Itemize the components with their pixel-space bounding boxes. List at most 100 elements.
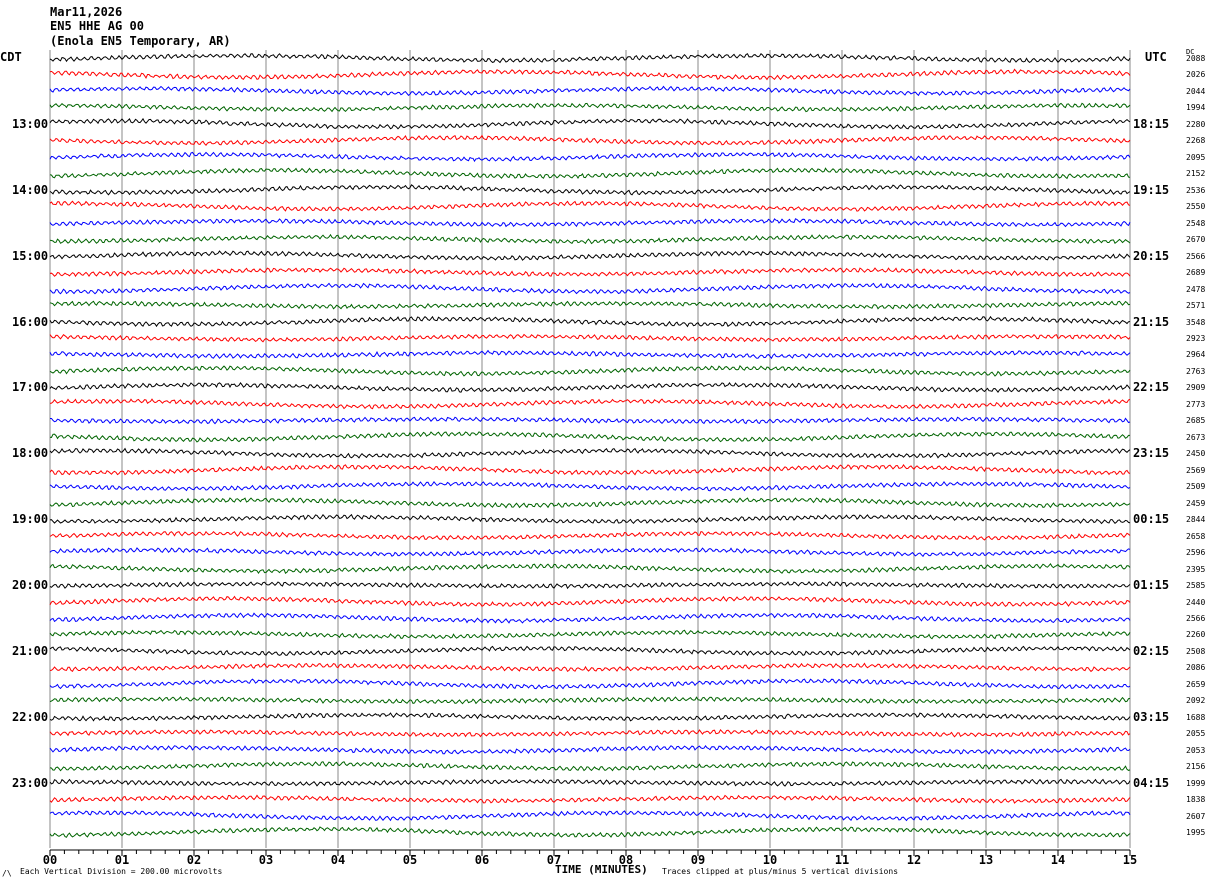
- trace-line: [49, 612, 1131, 624]
- right-hour-label: 00:15: [1133, 512, 1170, 527]
- dc-value: 2566: [1186, 251, 1206, 261]
- trace-line: [49, 167, 1131, 180]
- dc-value: 2086: [1186, 663, 1206, 673]
- trace-line: [49, 513, 1131, 525]
- dc-value: 2280: [1186, 119, 1206, 129]
- left-hour-label: 18:00: [12, 446, 49, 461]
- trace-line: [49, 267, 1131, 278]
- trace-line: [49, 678, 1131, 690]
- trace-line: [49, 629, 1131, 640]
- dc-value: 2659: [1186, 679, 1206, 689]
- trace-line: [49, 333, 1131, 343]
- trace-line: [49, 315, 1131, 328]
- dc-value: 2550: [1186, 202, 1206, 212]
- trace-line: [49, 233, 1131, 245]
- trace-line: [49, 712, 1131, 722]
- x-tick-label: 08: [619, 853, 633, 867]
- trace-line: [49, 580, 1131, 590]
- dc-value: 2909: [1186, 383, 1206, 393]
- trace-line: [49, 250, 1131, 261]
- date-label: Mar11,2026: [50, 5, 123, 19]
- x-tick-label: 11: [835, 853, 849, 867]
- right-hour-label: 22:15: [1133, 380, 1170, 395]
- dc-value: 2508: [1186, 646, 1206, 656]
- dc-value: 1838: [1186, 795, 1206, 805]
- x-tick-label: 07: [547, 853, 561, 867]
- trace-line: [49, 794, 1131, 804]
- dc-value: 1688: [1186, 712, 1206, 722]
- trace-line: [49, 431, 1130, 443]
- dc-value: 2095: [1186, 152, 1206, 162]
- right-hour-label: 18:15: [1133, 116, 1170, 131]
- dc-value: 2964: [1186, 350, 1206, 360]
- dc-value: 2763: [1186, 366, 1206, 376]
- x-tick-label: 09: [691, 853, 705, 867]
- trace-line: [49, 218, 1131, 228]
- x-tick-label: 06: [475, 853, 489, 867]
- dc-value: 2509: [1186, 482, 1206, 492]
- dc-value: 2395: [1186, 564, 1206, 574]
- trace-line: [49, 68, 1131, 81]
- trace-line: [49, 464, 1131, 476]
- scale-note: Each Vertical Division = 200.00 microvol…: [20, 867, 223, 876]
- right-hour-label: 19:15: [1133, 182, 1170, 197]
- dc-value: 2844: [1186, 515, 1206, 525]
- dc-value: 2536: [1186, 185, 1206, 195]
- left-hour-label: 23:00: [12, 775, 49, 790]
- left-hour-label: 17:00: [12, 380, 49, 395]
- trace-line: [49, 563, 1131, 575]
- trace-line: [49, 184, 1131, 196]
- trace-line: [49, 696, 1131, 705]
- dc-value: 2585: [1186, 581, 1206, 591]
- trace-line: [50, 416, 1131, 425]
- x-axis-title: TIME (MINUTES): [555, 863, 648, 876]
- x-tick-label: 04: [331, 853, 345, 867]
- trace-line: [49, 117, 1131, 130]
- dc-value: 2596: [1186, 548, 1206, 558]
- dc-value: 3548: [1186, 317, 1206, 327]
- dc-value: 2571: [1186, 301, 1206, 311]
- dc-value: 1999: [1186, 778, 1206, 788]
- right-hour-label: 03:15: [1133, 709, 1170, 724]
- trace-line: [49, 530, 1131, 541]
- trace-line: [49, 102, 1131, 113]
- corner-mark: /\: [2, 869, 12, 878]
- dc-header: DC: [1186, 48, 1195, 56]
- left-hour-label: 13:00: [12, 116, 49, 131]
- dc-value: 2055: [1186, 729, 1206, 739]
- station-label: (Enola EN5 Temporary, AR): [50, 34, 231, 48]
- trace-line: [49, 151, 1131, 163]
- dc-value: 2152: [1186, 169, 1206, 179]
- trace-line: [49, 349, 1131, 360]
- trace-line: [49, 282, 1131, 295]
- clip-note: Traces clipped at plus/minus 5 vertical …: [662, 867, 899, 876]
- trace-line: [49, 134, 1131, 146]
- dc-value: 2569: [1186, 465, 1206, 475]
- dc-value: 2923: [1186, 333, 1206, 343]
- left-hour-label: 15:00: [12, 248, 49, 263]
- dc-value: 2670: [1186, 235, 1206, 245]
- dc-value: 1995: [1186, 828, 1206, 838]
- trace-line: [49, 744, 1131, 755]
- dc-value: 2026: [1186, 70, 1206, 80]
- trace-line: [49, 497, 1131, 509]
- trace-line: [49, 382, 1131, 393]
- left-hour-label: 19:00: [12, 512, 49, 527]
- trace-line: [49, 447, 1131, 459]
- right-hour-label: 02:15: [1133, 643, 1170, 658]
- dc-value: 2053: [1186, 745, 1206, 755]
- dc-value: 2156: [1186, 762, 1206, 772]
- x-tick-label: 12: [907, 853, 921, 867]
- trace-line: [49, 365, 1131, 377]
- dc-value: 2773: [1186, 399, 1206, 409]
- trace-line: [49, 595, 1131, 608]
- dc-value: 2440: [1186, 597, 1206, 607]
- x-tick-label: 05: [403, 853, 417, 867]
- x-tick-label: 13: [979, 853, 993, 867]
- left-hour-label: 20:00: [12, 578, 49, 593]
- channel-label: EN5 HHE AG 00: [50, 19, 144, 33]
- left-hour-label: 22:00: [12, 709, 49, 724]
- right-hour-label: 23:15: [1133, 446, 1170, 461]
- trace-line: [49, 480, 1131, 492]
